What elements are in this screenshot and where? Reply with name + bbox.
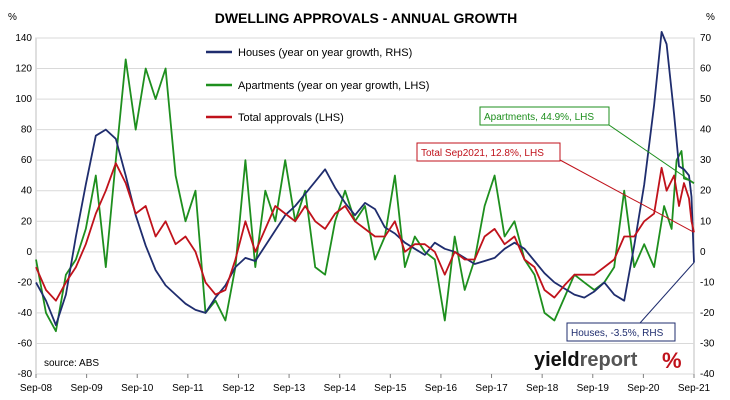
source-note: source: ABS [44,358,99,369]
left-tick-label: 0 [26,247,32,258]
annotation-box-houses [566,322,676,342]
x-tick-label: Sep-08 [20,383,53,394]
annotation-box-total [416,142,561,162]
series-lines [35,31,695,333]
right-tick-label: 40 [700,125,712,136]
right-axis-unit: % [706,12,715,23]
legend-label-total: Total approvals (LHS) [238,112,344,124]
x-tick-label: Sep-10 [121,383,154,394]
left-tick-label: 140 [15,33,32,44]
annotation-box-apartments [479,106,610,126]
right-tick-label: -20 [700,308,715,319]
right-tick-label: -40 [700,369,715,380]
chart-title: DWELLING APPROVALS - ANNUAL GROWTH [215,10,518,26]
series-line-total [35,162,695,302]
left-axis-ticks: -80 -60 -40 -20 0 20 40 60 80 100 120 140 [15,33,32,380]
right-axis-ticks: -40 -30 -20 -10 0 10 20 30 40 50 60 70 [700,33,715,380]
logo-percent-icon: % [662,348,682,373]
annotation-text-apartments: Apartments, 44.9%, LHS [484,112,594,123]
right-tick-label: 10 [700,216,712,227]
annotation-text-total: Total Sep2021, 12.8%, LHS [421,148,544,159]
annotation-text-houses: Houses, -3.5%, RHS [571,328,664,339]
series-line-houses [35,31,695,326]
left-tick-label: -80 [18,369,33,380]
logo-text: yieldreport [534,349,638,371]
x-tick-label: Sep-19 [577,383,610,394]
annotation-apartments: Apartments, 44.9%, LHS [479,106,695,184]
left-tick-label: 60 [21,155,33,166]
left-tick-label: -40 [18,308,33,319]
legend-label-houses: Houses (year on year growth, RHS) [238,47,412,59]
x-tick-label: Sep-13 [273,383,306,394]
annotation-leader-houses [639,262,695,324]
right-tick-label: -30 [700,338,715,349]
x-tick-label: Sep-21 [678,383,711,394]
x-tick-label: Sep-16 [425,383,458,394]
right-tick-label: 30 [700,155,712,166]
yieldreport-logo: yieldreport % [534,348,682,373]
left-tick-label: 80 [21,125,33,136]
left-tick-label: 40 [21,186,33,197]
left-axis-unit: % [8,12,17,23]
series-line-apartments [35,58,695,333]
x-tick-label: Sep-20 [627,383,660,394]
left-tick-label: -20 [18,277,33,288]
left-tick-label: 120 [15,64,32,75]
annotation-houses: Houses, -3.5%, RHS [566,262,695,342]
left-tick-label: 100 [15,94,32,105]
left-tick-label: 20 [21,216,33,227]
right-tick-label: 70 [700,33,712,44]
right-tick-label: 60 [700,64,712,75]
x-tick-label: Sep-18 [526,383,559,394]
left-tick-label: -60 [18,338,33,349]
x-tick-label: Sep-09 [70,383,103,394]
annotation-total: Total Sep2021, 12.8%, LHS [416,142,695,233]
annotation-leader-apartments [608,124,695,184]
right-tick-label: 20 [700,186,712,197]
x-tick-label: Sep-14 [324,383,357,394]
right-tick-label: -10 [700,277,715,288]
legend: Houses (year on year growth, RHS) Apartm… [206,47,429,124]
gridlines [36,37,694,375]
x-tick-label: Sep-11 [172,383,204,394]
x-tick-label: Sep-17 [475,383,508,394]
legend-label-apartments: Apartments (year on year growth, LHS) [238,80,429,92]
x-tick-label: Sep-12 [222,383,255,394]
right-tick-label: 50 [700,94,712,105]
right-tick-label: 0 [700,247,706,258]
x-axis-ticks: Sep-08 Sep-09 Sep-10 Sep-11 Sep-12 Sep-13 Sep-… [20,374,711,394]
x-tick-label: Sep-15 [374,383,407,394]
annotation-leader-total [559,159,695,233]
